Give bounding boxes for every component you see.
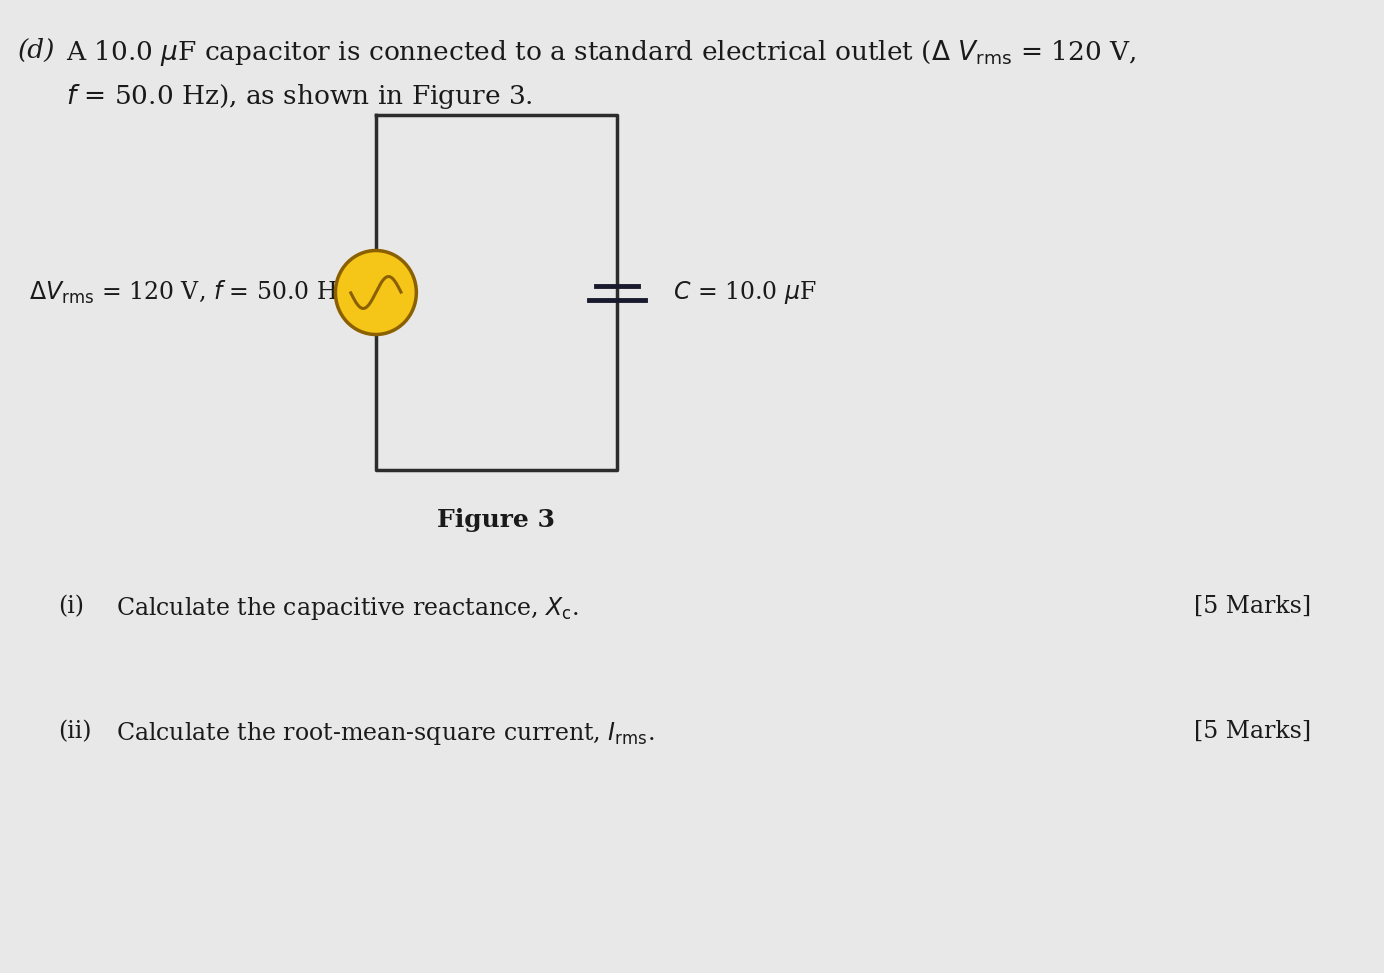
- Text: [5 Marks]: [5 Marks]: [1193, 595, 1311, 618]
- Text: Figure 3: Figure 3: [437, 508, 555, 532]
- Text: $C$ = 10.0 $\mu$F: $C$ = 10.0 $\mu$F: [673, 279, 817, 306]
- Text: Calculate the root-mean-square current, $I_{\rm rms}$.: Calculate the root-mean-square current, …: [116, 720, 655, 747]
- Text: [5 Marks]: [5 Marks]: [1193, 720, 1311, 743]
- Text: (d): (d): [18, 38, 55, 63]
- Text: (i): (i): [58, 595, 84, 618]
- Text: A 10.0 $\mu$F capacitor is connected to a standard electrical outlet ($\Delta$ $: A 10.0 $\mu$F capacitor is connected to …: [65, 38, 1135, 68]
- Text: Calculate the capacitive reactance, $X_{\rm c}$.: Calculate the capacitive reactance, $X_{…: [116, 595, 579, 622]
- Circle shape: [335, 250, 417, 335]
- Text: $f$ = 50.0 Hz), as shown in Figure 3.: $f$ = 50.0 Hz), as shown in Figure 3.: [65, 82, 533, 111]
- Text: $\Delta V_{\rm rms}$ = 120 V, $f$ = 50.0 Hz: $\Delta V_{\rm rms}$ = 120 V, $f$ = 50.0…: [29, 279, 350, 306]
- Text: (ii): (ii): [58, 720, 91, 743]
